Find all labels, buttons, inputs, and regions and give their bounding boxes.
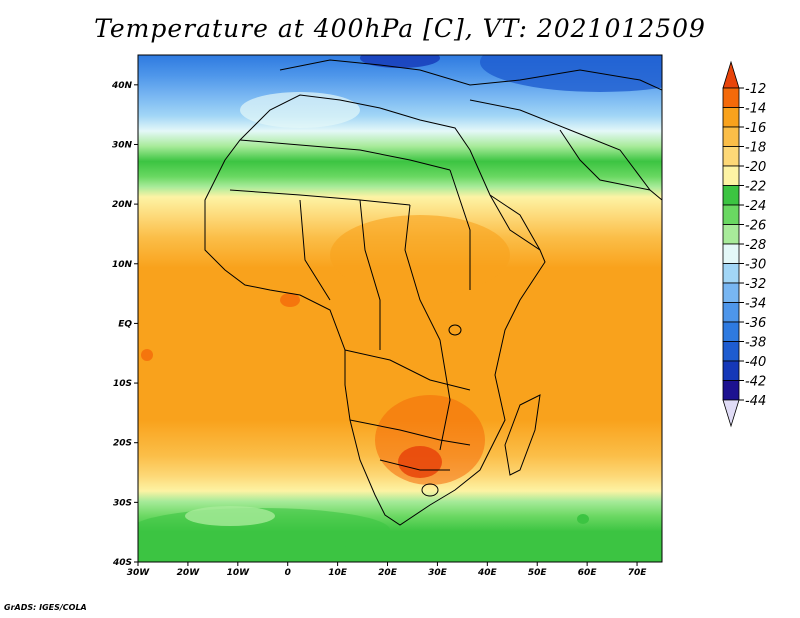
colorbar-segment xyxy=(722,87,740,108)
lon-label: 0 xyxy=(285,568,291,578)
colorbar-segment xyxy=(722,380,740,401)
colorbar-segment xyxy=(722,399,740,428)
colorbar-label: -22 xyxy=(745,180,766,195)
colorbar-segment xyxy=(722,224,740,245)
lat-label: 40N xyxy=(111,81,133,91)
lon-label: 10W xyxy=(227,568,251,578)
map-figure: 40N 30N 20N 10N EQ 10S 20S 30S 40S 30W 20W 10W 0 10E… xyxy=(111,54,766,578)
latitude-axis: 40N 30N 20N 10N EQ 10S 20S 30S 40S xyxy=(111,81,138,568)
lat-label: 10N xyxy=(112,260,133,270)
colorbar-segment xyxy=(722,126,740,147)
colorbar-label: -18 xyxy=(745,141,766,156)
lat-label: 20N xyxy=(112,200,133,210)
colorbar-segment xyxy=(722,302,740,323)
lon-label: 30E xyxy=(428,568,448,578)
colorbar-label: -12 xyxy=(745,82,766,97)
colorbar-segment xyxy=(722,321,740,342)
colorbar-label: -20 xyxy=(745,160,766,175)
lon-label: 30W xyxy=(127,568,151,578)
colorbar-label: -30 xyxy=(745,258,766,273)
colorbar-segment xyxy=(722,165,740,186)
colorbar-label: -38 xyxy=(745,336,766,351)
colorbar-label: -44 xyxy=(745,394,766,409)
lon-label: 20W xyxy=(177,568,201,578)
lon-label: 70E xyxy=(628,568,648,578)
page-title: Temperature at 400hPa [C], VT: 202101250… xyxy=(94,14,706,43)
colorbar-segment xyxy=(722,263,740,284)
lat-label: 20S xyxy=(113,439,132,449)
colorbar-label: -28 xyxy=(745,238,766,253)
colorbar-label: -24 xyxy=(745,199,766,214)
lon-label: 20E xyxy=(378,568,398,578)
colorbar-label: -14 xyxy=(745,102,766,117)
colorbar-label: -36 xyxy=(745,316,766,331)
lat-label: 40S xyxy=(112,558,132,568)
lon-label: 60E xyxy=(578,568,598,578)
colorbar-segment xyxy=(722,107,740,128)
longitude-axis: 30W 20W 10W 0 10E 20E 30E 40E 50E 60E 70E xyxy=(127,562,647,578)
colorbar-segment xyxy=(722,204,740,225)
colorbar-segment xyxy=(722,60,740,89)
colorbar-label: -40 xyxy=(745,355,766,370)
credit-text: GrADS: IGES/COLA xyxy=(4,603,87,612)
temperature-field xyxy=(138,55,662,562)
land-outlines xyxy=(204,59,662,526)
lat-label: EQ xyxy=(118,319,132,329)
lon-label: 10E xyxy=(328,568,348,578)
colorbar-segment xyxy=(722,282,740,303)
lon-label: 50E xyxy=(528,568,548,578)
lat-label: 30S xyxy=(113,498,132,508)
colorbar-label: -42 xyxy=(745,375,766,390)
colorbar-segment xyxy=(722,243,740,264)
colorbar: -12 -14 -16 -18 -20 -22 -24 -26 -28 -30 -32 -34 -36 -… xyxy=(722,60,766,428)
colorbar-segment xyxy=(722,146,740,167)
colorbar-segment xyxy=(722,341,740,362)
colorbar-label: -34 xyxy=(745,297,766,312)
colorbar-segment xyxy=(722,185,740,206)
lon-label: 40E xyxy=(477,568,498,578)
colorbar-label: -32 xyxy=(745,277,766,292)
lat-label: 10S xyxy=(113,379,132,389)
lat-label: 30N xyxy=(112,140,133,150)
colorbar-label: -16 xyxy=(745,121,766,136)
plot-frame xyxy=(137,54,663,563)
colorbar-segment xyxy=(722,360,740,381)
colorbar-label: -26 xyxy=(745,219,766,234)
